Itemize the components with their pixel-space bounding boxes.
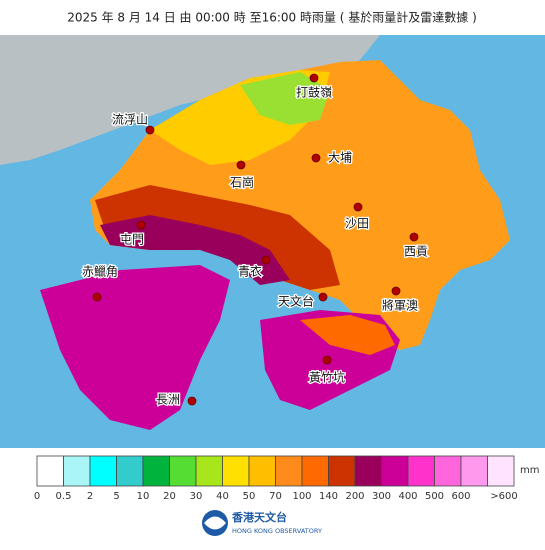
legend-label: 0 — [34, 491, 40, 502]
legend-swatch — [222, 455, 250, 487]
place-label: 打鼓嶺 — [296, 86, 332, 100]
station-dot — [322, 355, 332, 365]
zone-darkmagenta — [100, 215, 290, 285]
place-label: 大埔 — [328, 151, 352, 165]
legend-swatch — [434, 455, 462, 487]
legend-swatch — [116, 455, 144, 487]
place-label: 西貢 — [404, 245, 428, 259]
legend-swatch — [89, 455, 117, 487]
station-dot — [236, 160, 246, 170]
legend-label: 600 — [451, 491, 470, 502]
legend-label: 40 — [216, 491, 229, 502]
station-dot — [318, 292, 328, 302]
place-label: 黃竹坑 — [309, 370, 345, 385]
station-dot — [187, 396, 197, 406]
legend-swatch — [248, 455, 276, 487]
legend-label: 20 — [163, 491, 176, 502]
station-dot — [145, 125, 155, 135]
legend-label: 5 — [113, 491, 119, 502]
zone-green — [240, 72, 330, 125]
title: 2025 年 8 月 14 日 由 00:00 時 至16:00 時雨量 ( 基… — [67, 10, 477, 25]
logo: 香港天文台 HONG KONG OBSERVATORY — [202, 510, 322, 536]
legend-label: 100 — [292, 491, 311, 502]
station-dot — [261, 255, 271, 265]
legend-swatch — [301, 455, 329, 487]
station-dot — [92, 292, 102, 302]
mainland — [0, 35, 380, 165]
legend-swatch — [354, 455, 382, 487]
place-label: 青衣 — [238, 264, 262, 279]
legend-label: 200 — [345, 491, 364, 502]
legend-swatch — [381, 455, 409, 487]
place-label: 赤鱲角 — [82, 265, 118, 279]
legend-label: 400 — [398, 491, 417, 502]
station-dot — [311, 153, 321, 163]
station-dot — [409, 232, 419, 242]
station-dot — [136, 220, 146, 230]
legend-label: 0.5 — [56, 491, 72, 502]
place-label: 石崗 — [230, 176, 254, 190]
legend-swatch — [36, 455, 64, 487]
legend-swatch — [328, 455, 356, 487]
legend-swatch — [407, 455, 435, 487]
legend-label: 50 — [243, 491, 256, 502]
map — [0, 35, 545, 448]
station-dot — [353, 202, 363, 212]
legend-label: 30 — [190, 491, 203, 502]
logo-name: 香港天文台 — [231, 510, 287, 524]
legend-swatch — [275, 455, 303, 487]
legend-swatch — [195, 455, 223, 487]
place-label: 長洲 — [156, 393, 180, 407]
place-label: 屯門 — [120, 233, 144, 247]
place-label: 沙田 — [345, 217, 369, 231]
legend-swatch — [487, 455, 515, 487]
legend-label: 140 — [319, 491, 338, 502]
station-dot — [309, 73, 319, 83]
legend-label: >600 — [490, 491, 517, 502]
station-dot — [391, 286, 401, 296]
lantau — [40, 265, 230, 430]
legend-swatch — [460, 455, 488, 487]
legend-label: 10 — [137, 491, 150, 502]
place-label: 將軍澳 — [382, 298, 418, 313]
legend-swatch — [142, 455, 170, 487]
place-label: 流浮山 — [112, 113, 148, 127]
legend-label: 2 — [87, 491, 93, 502]
legend-unit: mm — [520, 465, 539, 476]
legend-label: 300 — [372, 491, 391, 502]
legend-swatch — [169, 455, 197, 487]
legend-label: 500 — [425, 491, 444, 502]
legend-label: 70 — [269, 491, 282, 502]
place-label: 天文台 — [278, 294, 314, 309]
legend: 0 0.5 2 5 10 20 30 40 50 70 100 140 200 300 400 500 600 >… — [34, 455, 539, 502]
logo-subtitle: HONG KONG OBSERVATORY — [232, 527, 322, 535]
hk-island-north — [300, 315, 395, 355]
legend-swatch — [63, 455, 91, 487]
logo-wave — [204, 516, 226, 530]
